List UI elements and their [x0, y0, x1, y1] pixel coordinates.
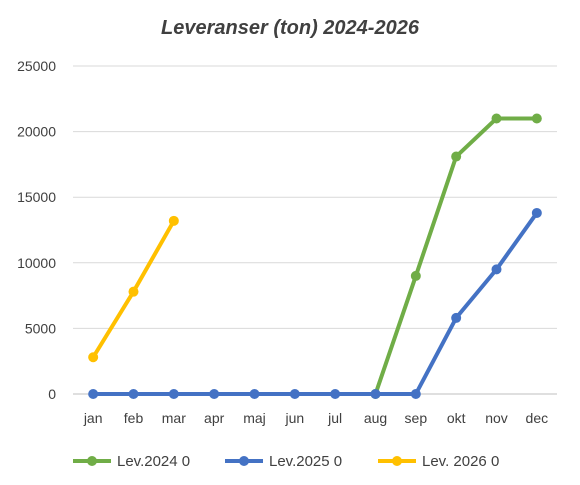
data-point: [451, 312, 462, 323]
legend-label: Lev.2025 0: [269, 453, 342, 470]
legend-item: Lev.2024 0: [73, 453, 190, 470]
y-tick-label: 25000: [17, 58, 56, 74]
data-point: [128, 389, 139, 399]
data-point: [410, 389, 421, 399]
chart-title: Leveranser (ton) 2024-2026: [161, 17, 420, 39]
data-point: [88, 389, 99, 399]
series-lines: [88, 113, 542, 399]
data-point: [249, 389, 260, 399]
x-tick-label: feb: [124, 410, 144, 426]
legend-label: Lev. 2026 0: [422, 453, 499, 470]
x-tick-label: mar: [162, 410, 186, 426]
x-tick-label: jul: [327, 410, 342, 426]
x-axis-ticks: jan feb mar apr maj jun jul aug sep okt nov dec: [83, 410, 548, 426]
legend-marker: [87, 456, 97, 466]
x-tick-label: aug: [364, 410, 387, 426]
x-tick-label: apr: [204, 410, 225, 426]
series-line: [91, 210, 539, 396]
y-axis-ticks: 0 5000 10000 15000 20000 25000: [17, 58, 56, 402]
legend-label: Lev.2024 0: [117, 453, 190, 470]
x-tick-label: jun: [284, 410, 304, 426]
y-tick-label: 5000: [25, 320, 56, 336]
series-1: [370, 113, 542, 399]
data-point: [531, 113, 542, 124]
gridlines: [73, 65, 557, 395]
data-point: [289, 389, 300, 399]
data-point: [410, 270, 421, 281]
series-3: [88, 215, 179, 363]
x-tick-label: nov: [485, 410, 508, 426]
legend-item: Lev. 2026 0: [378, 453, 499, 470]
y-tick-label: 15000: [17, 189, 56, 205]
y-tick-label: 0: [48, 386, 56, 402]
legend: Lev.2024 0 Lev.2025 0 Lev. 2026 0: [73, 453, 499, 470]
series-2: [88, 207, 542, 399]
data-point: [168, 389, 179, 399]
legend-item: Lev.2025 0: [225, 453, 342, 470]
data-point: [491, 113, 502, 124]
x-tick-label: maj: [243, 410, 266, 426]
legend-marker: [392, 456, 402, 466]
x-tick-label: okt: [447, 410, 466, 426]
x-tick-label: sep: [405, 410, 428, 426]
x-tick-label: jan: [83, 410, 103, 426]
data-point: [168, 215, 179, 226]
data-point: [491, 264, 502, 275]
data-point: [531, 207, 542, 218]
data-point: [209, 389, 220, 399]
data-point: [370, 389, 381, 399]
data-point: [128, 286, 139, 297]
y-tick-label: 10000: [17, 255, 56, 271]
legend-marker: [239, 456, 249, 466]
y-tick-label: 20000: [17, 124, 56, 140]
data-point: [330, 389, 341, 399]
x-tick-label: dec: [526, 410, 549, 426]
data-point: [88, 352, 99, 363]
data-point: [451, 151, 462, 162]
